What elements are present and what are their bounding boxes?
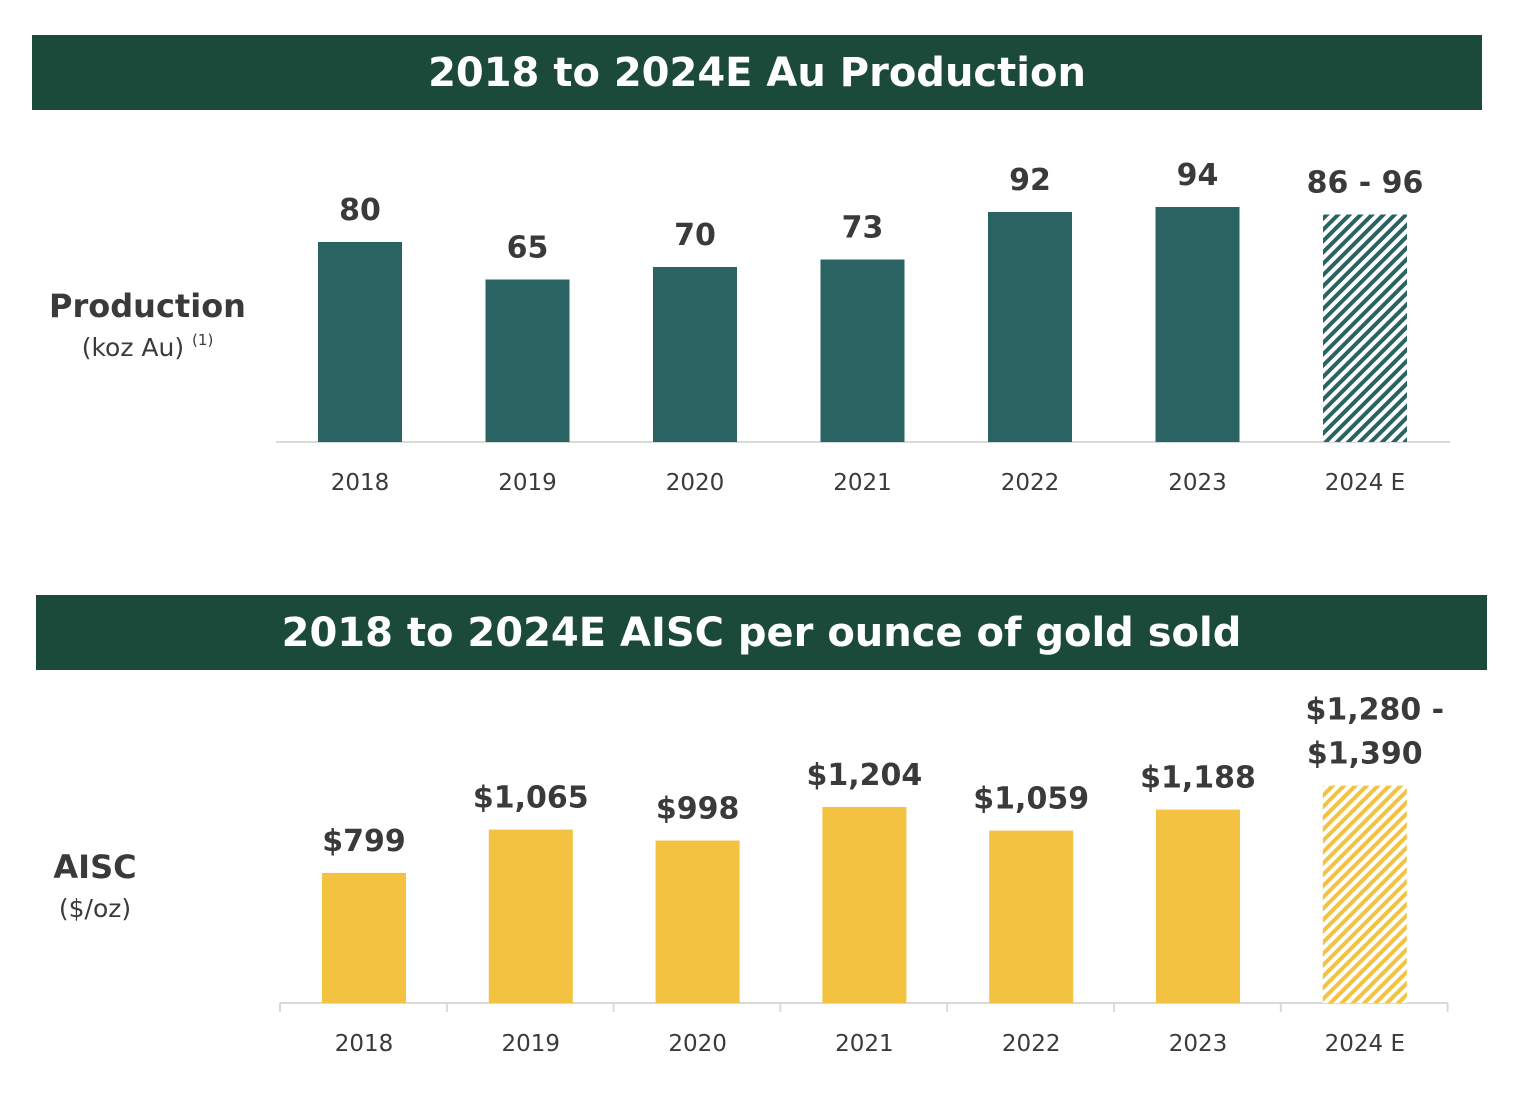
production-bar [988, 212, 1072, 442]
aisc-data-label: $1,059 [973, 782, 1089, 817]
aisc-tick-label: 2021 [835, 1031, 894, 1057]
aisc-bar [822, 806, 907, 1003]
aisc-bar [989, 830, 1074, 1003]
production-data-label: 94 [1177, 158, 1219, 193]
production-data-label: 92 [1009, 163, 1051, 198]
aisc-data-label: $1,204 [807, 758, 923, 793]
aisc-tick-label: 2020 [668, 1031, 727, 1057]
aisc-bar [655, 840, 740, 1003]
aisc-axis-unit: ($/oz) [58, 894, 132, 923]
production-axis-unit: (koz Au) (1) [81, 331, 214, 362]
production-bar [1323, 214, 1407, 442]
production-data-label: 86 - 96 [1307, 166, 1424, 201]
aisc-bar [488, 829, 573, 1003]
production-bar [318, 242, 402, 442]
production-tick-label: 2019 [498, 470, 557, 496]
production-bar-chart: 80 2018 65 2019 70 2020 73 2021 92 2022 94 2023 86 -… [276, 158, 1450, 496]
production-axis-title: Production [49, 287, 246, 325]
production-data-label: 73 [842, 211, 884, 246]
production-bar [485, 279, 570, 442]
production-tick-label: 2023 [1168, 470, 1227, 496]
aisc-bar-chart: $799 2018 $1,065 2019 $998 2020 $1,204 2021 $1,0… [279, 693, 1449, 1057]
production-bar [820, 259, 905, 442]
aisc-data-label: $1,188 [1140, 761, 1256, 796]
aisc-bar [1156, 809, 1240, 1003]
aisc-axis-title: AISC [53, 848, 137, 886]
production-bar [653, 267, 737, 442]
production-data-label: 70 [674, 218, 716, 253]
production-tick-label: 2022 [1001, 470, 1060, 496]
production-tick-label: 2018 [331, 470, 390, 496]
production-tick-label: 2024 E [1325, 470, 1405, 496]
aisc-bar [322, 872, 406, 1003]
aisc-tick-label: 2023 [1169, 1031, 1228, 1057]
production-data-label: 65 [507, 231, 549, 266]
production-tick-label: 2020 [666, 470, 725, 496]
production-footnote-marker: (1) [192, 331, 214, 349]
aisc-bar [1322, 785, 1407, 1003]
production-axis-label: Production (koz Au) (1) [40, 287, 255, 362]
aisc-axis-label: AISC ($/oz) [20, 848, 170, 923]
aisc-data-label: $998 [656, 792, 740, 827]
aisc-tick-label: 2018 [335, 1031, 394, 1057]
production-chart-title: 2018 to 2024E Au Production [32, 35, 1482, 110]
aisc-data-label: $1,280 -$1,390 [1305, 693, 1444, 772]
production-data-label: 80 [339, 193, 381, 228]
aisc-data-label: $1,065 [473, 781, 589, 816]
aisc-tick-label: 2024 E [1325, 1031, 1405, 1057]
aisc-tick-label: 2022 [1002, 1031, 1061, 1057]
aisc-tick-label: 2019 [502, 1031, 561, 1057]
aisc-data-label: $799 [322, 824, 406, 859]
aisc-chart-title: 2018 to 2024E AISC per ounce of gold sol… [36, 595, 1487, 670]
production-tick-label: 2021 [833, 470, 892, 496]
production-bar [1155, 207, 1240, 442]
